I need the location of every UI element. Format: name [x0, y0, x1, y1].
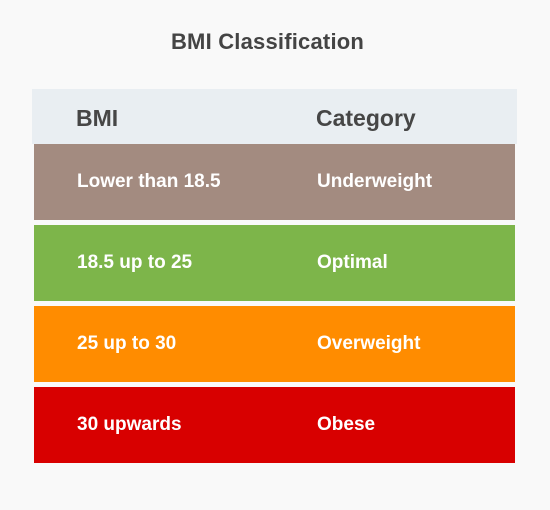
header-bmi: BMI: [76, 105, 119, 131]
row-category: Underweight: [317, 171, 433, 192]
table-title: BMI Classification: [170, 29, 365, 54]
row-bmi-range: 30 upwards: [77, 414, 182, 435]
table-row-underweight: Lower than 18.5 Underweight: [34, 144, 515, 220]
bmi-table: BMI Category Lower than 18.5 Underweight…: [32, 89, 517, 468]
row-bmi-range: 18.5 up to 25: [77, 252, 193, 273]
table-row-optimal: 18.5 up to 25 Optimal: [34, 225, 515, 301]
table-row-overweight: 25 up to 30 Overweight: [34, 306, 515, 382]
row-bmi-range: 25 up to 30: [77, 333, 177, 354]
table-header: BMI Category: [32, 89, 517, 144]
header-category: Category: [316, 105, 416, 131]
row-category: Obese: [317, 414, 376, 435]
row-bmi-range: Lower than 18.5: [77, 171, 221, 192]
row-category: Overweight: [317, 333, 421, 354]
row-category: Optimal: [317, 252, 388, 273]
table-row-obese: 30 upwards Obese: [34, 387, 515, 463]
